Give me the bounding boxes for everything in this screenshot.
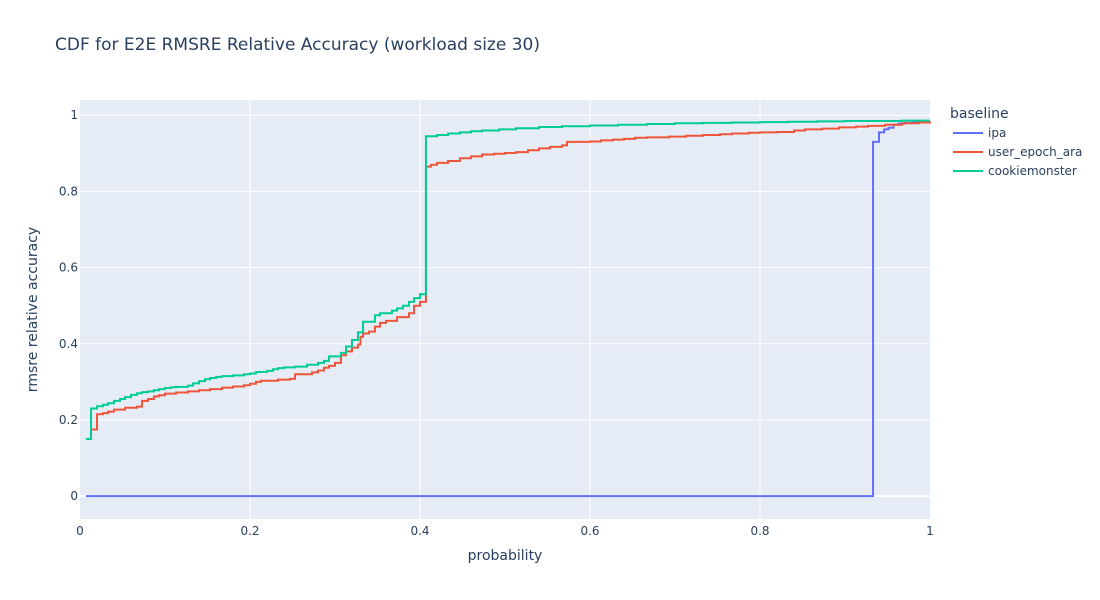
x-tick-label: 0.6 [580,524,599,538]
y-tick-label: 0.4 [59,337,78,351]
y-axis-ticks: 0 0.2 0.4 0.6 0.8 1 [59,108,78,503]
legend-item-user-epoch-ara[interactable]: user_epoch_ara [953,145,1082,159]
legend[interactable]: baseline ipa user_epoch_ara cookiemonster [950,106,1082,178]
legend-label: user_epoch_ara [988,145,1082,159]
grid-lines [80,100,930,519]
series-layer [85,119,931,498]
legend-title: baseline [950,106,1009,122]
y-tick-label: 1 [70,108,78,122]
legend-item-ipa[interactable]: ipa [953,126,1006,140]
y-axis-title: rmsre relative accuracy [25,227,41,392]
x-tick-label: 1 [926,524,934,538]
legend-label: cookiemonster [988,164,1077,178]
x-tick-label: 0.4 [410,524,429,538]
series-line-cookiemonster [85,119,930,441]
x-tick-label: 0.8 [750,524,769,538]
x-axis-title: probability [468,548,543,564]
y-tick-label: 0.8 [59,184,78,198]
y-tick-label: 0.2 [59,413,78,427]
series-line-user-epoch-ara [85,121,931,441]
legend-item-cookiemonster[interactable]: cookiemonster [953,164,1077,178]
x-axis-ticks: 0 0.2 0.4 0.6 0.8 1 [76,524,934,538]
y-tick-label: 0.6 [59,261,78,275]
legend-label: ipa [988,126,1006,140]
x-tick-label: 0.2 [240,524,259,538]
x-tick-label: 0 [76,524,84,538]
y-tick-label: 0 [70,489,78,503]
chart-title: CDF for E2E RMSRE Relative Accuracy (wor… [55,35,540,55]
plot-background [80,100,930,519]
